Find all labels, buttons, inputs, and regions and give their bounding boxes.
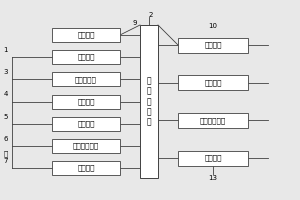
- Text: 9: 9: [133, 20, 137, 26]
- Bar: [178, 75, 248, 90]
- Bar: [52, 117, 120, 131]
- Text: 定位模块: 定位模块: [77, 165, 95, 171]
- Text: 储存模块: 储存模块: [204, 42, 222, 48]
- Text: 检测模块: 检测模块: [77, 98, 95, 105]
- Text: 2: 2: [149, 12, 153, 18]
- Text: 1: 1: [4, 47, 8, 53]
- Bar: [52, 50, 120, 64]
- Bar: [52, 95, 120, 108]
- Bar: [52, 139, 120, 153]
- Text: 输送模块: 输送模块: [77, 54, 95, 60]
- Text: 固定模块: 固定模块: [77, 120, 95, 127]
- Text: 7: 7: [4, 158, 8, 164]
- Bar: [52, 28, 120, 42]
- Text: 6: 6: [4, 136, 8, 142]
- Text: 分类划分模块: 分类划分模块: [73, 143, 99, 149]
- Bar: [52, 72, 120, 86]
- Text: 5: 5: [4, 114, 8, 120]
- Text: 查询模块: 查询模块: [77, 32, 95, 38]
- Text: 控制模块: 控制模块: [204, 155, 222, 161]
- Bar: [140, 25, 158, 178]
- Text: 中
央
处
理
器: 中 央 处 理 器: [147, 76, 151, 127]
- Text: 13: 13: [208, 174, 217, 180]
- Text: 3: 3: [4, 69, 8, 75]
- Text: 上下料模块: 上下料模块: [75, 76, 97, 83]
- Text: 显示模块: 显示模块: [204, 79, 222, 86]
- Text: 4: 4: [4, 92, 8, 98]
- Bar: [178, 113, 248, 128]
- Text: 10: 10: [208, 22, 217, 28]
- Bar: [178, 150, 248, 166]
- Text: 顺序排列模块: 顺序排列模块: [200, 117, 226, 124]
- Bar: [178, 38, 248, 52]
- Bar: [52, 161, 120, 175]
- Text: 块: 块: [4, 151, 8, 157]
